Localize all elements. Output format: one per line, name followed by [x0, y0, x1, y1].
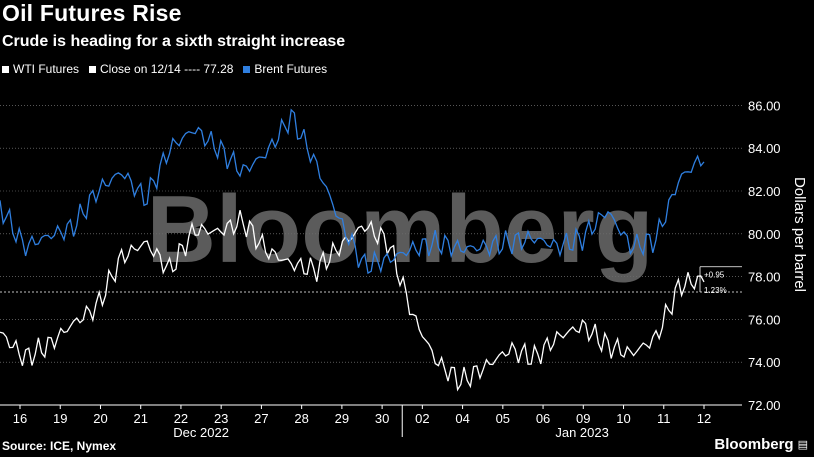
- legend-item-close: Close on 12/14 ---- 77.28: [89, 62, 233, 76]
- chart-title: Oil Futures Rise: [2, 0, 182, 26]
- y-tick-label: 74.00: [748, 355, 781, 370]
- legend-label-wti: WTI Futures: [13, 62, 80, 76]
- y-tick-label: 76.00: [748, 312, 781, 327]
- y-tick-label: 82.00: [748, 184, 781, 199]
- pct-annotation: 1.23%: [704, 286, 727, 295]
- x-tick-label: 12: [697, 411, 711, 426]
- x-group-label: Jan 2023: [555, 425, 609, 440]
- x-tick-label: 27: [254, 411, 268, 426]
- close-swatch-icon: [89, 65, 97, 73]
- x-tick-label: 05: [496, 411, 510, 426]
- x-tick-label: 20: [93, 411, 107, 426]
- legend-item-brent: Brent Futures: [243, 62, 327, 76]
- brand-label: Bloomberg: [714, 436, 794, 453]
- series-line-wti: [0, 210, 705, 392]
- x-tick-label: 30: [375, 411, 389, 426]
- x-tick-label: 16: [13, 411, 27, 426]
- x-tick-label: 29: [335, 411, 349, 426]
- change-annotation: +0.95: [704, 271, 725, 280]
- wti-swatch-icon: [2, 65, 9, 73]
- x-tick-label: 22: [174, 411, 188, 426]
- x-group-label: Dec 2022: [173, 425, 229, 440]
- chart-icon: ▤: [797, 439, 808, 451]
- y-tick-label: 72.00: [748, 398, 781, 413]
- series-line-brent: [0, 108, 705, 275]
- x-tick-label: 09: [576, 411, 590, 426]
- x-tick-label: 19: [53, 411, 67, 426]
- x-tick-label: 11: [657, 411, 671, 426]
- x-tick-label: 04: [455, 411, 469, 426]
- x-tick-label: 23: [214, 411, 228, 426]
- x-tick-label: 10: [616, 411, 630, 426]
- watermark-text: Bloomberg: [147, 176, 654, 283]
- source-note: Source: ICE, Nymex: [2, 439, 117, 453]
- brand-logo: Bloomberg ▤: [714, 436, 808, 453]
- legend: WTI Futures Close on 12/14 ---- 77.28 Br…: [2, 62, 327, 76]
- x-tick-label: 28: [294, 411, 308, 426]
- x-tick-label: 06: [536, 411, 550, 426]
- y-tick-label: 86.00: [748, 98, 781, 113]
- x-tick-label: 02: [415, 411, 429, 426]
- legend-label-brent: Brent Futures: [254, 62, 328, 76]
- legend-label-close: Close on 12/14 ---- 77.28: [100, 62, 234, 76]
- y-tick-label: 80.00: [748, 227, 781, 242]
- y-tick-label: 78.00: [748, 270, 781, 285]
- y-axis-label: Dollars per barrel: [791, 177, 808, 292]
- y-tick-label: 84.00: [748, 141, 781, 156]
- brent-swatch-icon: [243, 65, 251, 73]
- legend-item-wti: WTI Futures: [2, 62, 79, 76]
- x-tick-label: 21: [133, 411, 147, 426]
- chart-subtitle: Crude is heading for a sixth straight in…: [2, 33, 346, 50]
